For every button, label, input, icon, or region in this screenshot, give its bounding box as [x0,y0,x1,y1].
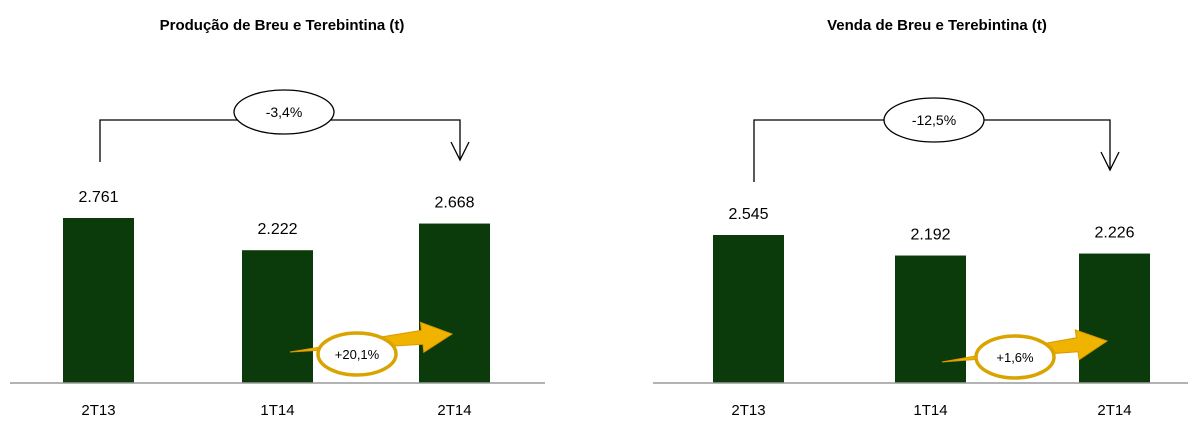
bracket-arrowhead-icon [1100,151,1120,172]
bar-2t13 [63,218,134,383]
value-label: 2.545 [728,206,768,223]
chart-title: Venda de Breu e Terebintina (t) [827,17,1047,34]
growth-label: +20,1% [335,347,380,362]
comparison-label: -12,5% [912,112,956,128]
chart-title: Produção de Breu e Terebintina (t) [160,17,405,34]
category-label: 1T14 [913,402,947,419]
bracket-arrowhead-icon [450,141,470,162]
category-label: 1T14 [260,402,294,419]
value-label: 2.761 [78,189,118,206]
growth-label: +1,6% [996,350,1034,365]
bar-2t14 [419,223,490,383]
comparison-ellipse [233,89,335,135]
bar-2t13 [713,235,784,383]
production-chart: Produção de Breu e Terebintina (t) -3,4% 2… [10,17,545,419]
comparison-ellipse [883,97,985,143]
growth-arrow-icon [289,321,454,354]
growth-ellipse [974,334,1056,380]
value-label: 2.192 [910,227,950,244]
value-label: 2.226 [1094,225,1134,242]
category-label: 2T14 [1097,402,1131,419]
sales-chart: Venda de Breu e Terebintina (t) -12,5% 2.5… [653,17,1188,419]
category-label: 2T13 [731,402,765,419]
bar-1t14 [242,250,313,383]
bar-2t14 [1079,253,1150,383]
category-label: 2T14 [437,402,471,419]
value-label: 2.668 [434,195,474,212]
bar-1t14 [895,255,966,383]
category-label: 2T13 [81,402,115,419]
value-label: 2.222 [257,221,297,238]
comparison-label: -3,4% [266,104,303,120]
growth-ellipse [316,331,398,377]
